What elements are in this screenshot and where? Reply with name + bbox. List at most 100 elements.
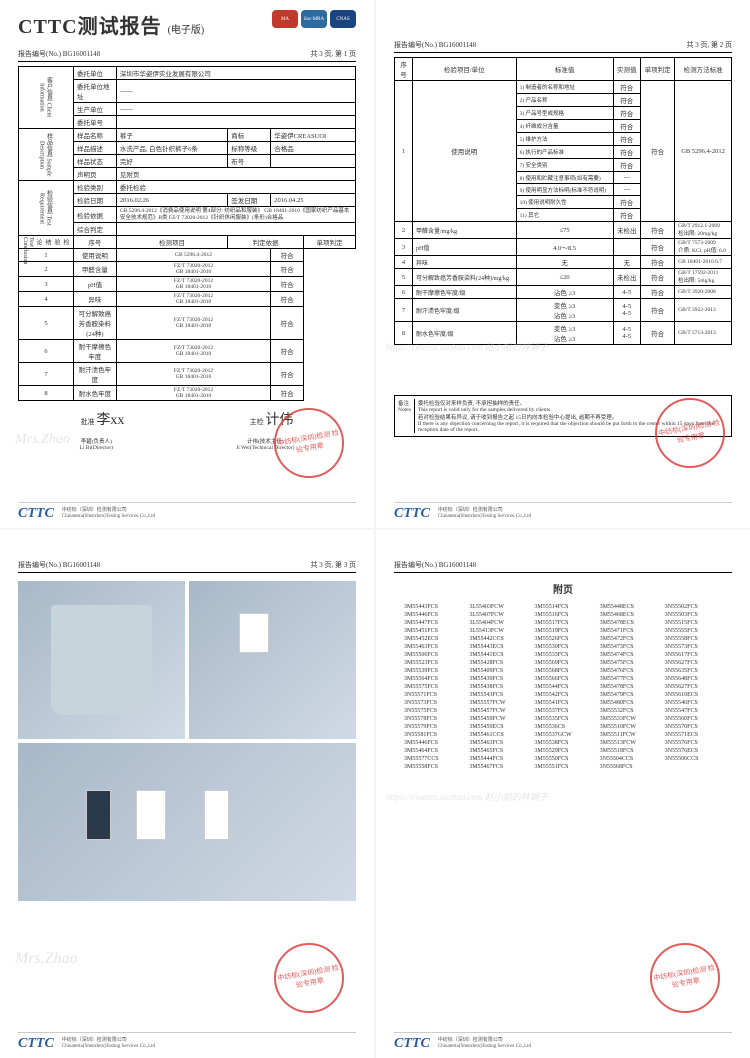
client-section-label: 客户信息 Client Information (19, 67, 74, 129)
client-name-label: 委托单位 (74, 67, 117, 80)
product-code: 3M55480FCS (600, 700, 657, 706)
product-code: 3M55443FCS (404, 604, 461, 610)
sample-photos (18, 581, 356, 901)
product-code: 3M55463FCS (404, 644, 461, 650)
product-code (665, 764, 722, 770)
product-code: 3M55439FCS (469, 676, 526, 682)
product-code: 3M55446FCS (404, 612, 461, 618)
product-code: 3M55575FCS (404, 684, 461, 690)
product-code: 3M55558FCS (404, 764, 461, 770)
report-appendix: 报告编号(No.) BG16001148 附页 3M55443FCS3L5540… (376, 530, 750, 1058)
product-code: 3M55537FCS (534, 708, 591, 714)
photo-label-detail (189, 581, 356, 739)
product-code: 3N55570FCS (665, 724, 722, 730)
product-code: 3L55413FCW (469, 628, 526, 634)
product-code: 3M55519FCS (534, 628, 591, 634)
inspection-stamp: 中纺标(深圳)检测 检验专用章 (274, 943, 344, 1013)
product-code: 3M55518FCS (600, 748, 657, 754)
ma-badge: MA (272, 10, 298, 28)
product-code: 3M55510FCW (600, 724, 657, 730)
product-code: 3N55578FCS (404, 716, 461, 722)
product-code: 3N55506CCS (665, 756, 722, 762)
product-code: 3M55550FCS (534, 756, 591, 762)
product-code: 3M55537GCW (534, 732, 591, 738)
product-code: 3N55617FCS (665, 652, 722, 658)
photo-tags (18, 743, 356, 901)
product-code: 3M55477FCS (600, 676, 657, 682)
product-code: 3N55576ECS (665, 748, 722, 754)
product-code: 3N55648FCS (665, 676, 722, 682)
product-code: 3M55536CS (534, 724, 591, 730)
product-code: 3N55555FCS (665, 628, 722, 634)
main-table: 客户信息 Client Information 委托单位深圳市华姿伊实业发展有限… (18, 66, 356, 401)
product-code: 3M55506FCS (404, 652, 461, 658)
product-code: 3M55478ECS (600, 620, 657, 626)
product-code: 3M55468ECS (600, 612, 657, 618)
product-code: 3M55473FCS (600, 644, 657, 650)
product-code: 3M55464FCS (404, 748, 461, 754)
product-code: 3M55476FCS (600, 668, 657, 674)
product-code: 3M55475FCS (600, 660, 657, 666)
cnas-badge: CNAS (330, 10, 356, 28)
product-code: 3M55479FCS (600, 692, 657, 698)
product-code: 3N55502FCS (665, 604, 722, 610)
product-code: 3N55547FCS (665, 708, 722, 714)
product-code: 3M55472FCS (600, 636, 657, 642)
product-code: 3M55428FCS (469, 660, 526, 666)
product-code: 3N55575FCS (404, 708, 461, 714)
product-code: 3M55451FCS (404, 628, 461, 634)
product-code: 3N55576FCS (665, 740, 722, 746)
page-footer: CTTC 中纺标（深圳）检测有限公司Chinatesta(Shenzhen)Te… (18, 502, 356, 522)
product-code: 3M55474FCS (600, 652, 657, 658)
product-code: 3M55569FCS (534, 660, 591, 666)
product-code: 3L55403FCW (469, 604, 526, 610)
product-code: 3M55459FCW (469, 716, 526, 722)
product-code: 3M55459ECS (469, 724, 526, 730)
product-code: 3M55543FCS (469, 692, 526, 698)
product-code: 3M55511FCW (600, 732, 657, 738)
photo-pants-front (18, 581, 185, 739)
inspection-stamp: 中纺标(深圳)检测 检验专用章 (274, 408, 344, 478)
product-code: 3M55551FCS (534, 764, 591, 770)
report-page-3: 报告编号(No.) BG16001148 共 3 页, 第 3 页 Mrs.Zh… (0, 530, 374, 1058)
product-code: 3M55542FCS (534, 692, 591, 698)
product-code: 3M55461CCS (469, 732, 526, 738)
report-page-1: CTTC测试报告 (电子版) MA ilac-MRA CNAS 报告编号(No.… (0, 0, 374, 528)
sample-section-label: 样品信息 Sample Description (19, 129, 74, 181)
product-code: 3M55465FCS (469, 748, 526, 754)
product-code: 3M55438FCS (469, 684, 526, 690)
product-codes-grid: 3M55443FCS3L55403FCW3M55514FCS3M55448ECS… (394, 604, 732, 770)
product-code: 3N55581FCS (404, 732, 461, 738)
product-code: 3M55478FCS (600, 684, 657, 690)
accreditation-logos: MA ilac-MRA CNAS (272, 10, 356, 28)
product-code: 3M55529FCS (534, 748, 591, 754)
inspection-stamp: 中纺标(深圳)检测 检验专用章 (655, 398, 725, 468)
product-code: 3M55538FCS (534, 740, 591, 746)
product-code: 3M55533FCW (600, 716, 657, 722)
product-code: 3M55535FCS (534, 716, 591, 722)
conclusion-section-label: 检验结论 Test Conclusion (19, 236, 74, 249)
product-code: 3M55564FCS (404, 676, 461, 682)
page-info: 共 3 页, 第 1 页 (311, 49, 357, 59)
product-code: 3N55579FCS (404, 724, 461, 730)
product-code: 3M55457FCW (469, 708, 526, 714)
appendix-title: 附页 (394, 581, 732, 596)
product-code: 3M55539FCS (404, 668, 461, 674)
product-code: 3M55568FCS (534, 668, 591, 674)
product-code: 3N55568FCS (600, 764, 657, 770)
results-table: 序号 检验项目/单位 标准值 实测值 单项判定 检测方法标准 1使用说明1) 制… (394, 57, 732, 345)
inspection-stamp: 中纺标(深圳)检测 检验专用章 (650, 943, 720, 1013)
test-section-label: 检验信息 Test Requirement (19, 181, 74, 236)
cttc-logo: CTTC (18, 506, 54, 522)
product-code: 3M55577CCS (404, 756, 461, 762)
product-code: 3N55573FCS (665, 644, 722, 650)
product-code: 3M55557FCW (469, 700, 526, 706)
product-code: 3M55566FCS (534, 676, 591, 682)
report-page-2: 报告编号(No.) BG16001148 共 3 页, 第 2 页 序号 检验项… (376, 0, 750, 528)
product-code: 3M55541FCS (534, 700, 591, 706)
product-code: 3N55573FCS (404, 700, 461, 706)
ilac-badge: ilac-MRA (301, 10, 327, 28)
sub-title: (电子版) (168, 21, 205, 36)
report-no-label: 报告编号(No.) (18, 50, 61, 58)
product-code: 3N55571ECS (665, 732, 722, 738)
